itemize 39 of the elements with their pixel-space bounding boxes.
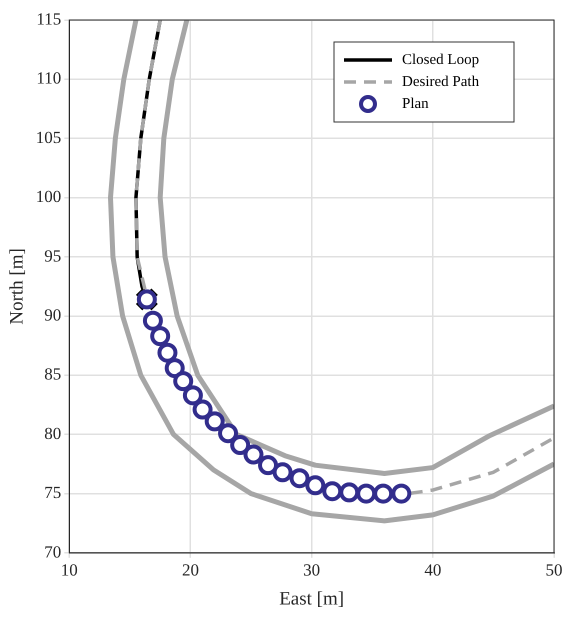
y-axis-title: North [m]: [6, 248, 28, 325]
point: [258, 455, 278, 476]
point: [272, 462, 293, 482]
point: [192, 400, 213, 420]
x-axis-title: East [m]: [279, 588, 344, 610]
legend-label: Plan: [402, 96, 430, 112]
point: [150, 326, 170, 346]
y-tick-label: 85: [44, 364, 62, 384]
point: [218, 423, 238, 444]
point: [142, 310, 163, 331]
x-tick-label: 40: [424, 560, 442, 580]
y-tick-label: 75: [44, 483, 62, 502]
y-tick-label: 100: [36, 187, 62, 206]
point: [356, 484, 376, 504]
x-tick-label: 50: [546, 560, 562, 580]
point: [290, 468, 310, 488]
legend-label: Closed Loop: [402, 52, 480, 68]
legend-label: Desired Path: [402, 74, 480, 90]
point: [230, 435, 250, 456]
point: [373, 484, 394, 504]
point: [204, 411, 225, 432]
y-tick-label: 80: [44, 424, 62, 443]
point: [391, 484, 412, 504]
y-tick-label: 90: [44, 305, 62, 324]
point: [243, 444, 264, 465]
point: [173, 371, 194, 392]
point: [339, 482, 360, 502]
y-tick-label: 95: [44, 246, 62, 266]
y-tick-label: 105: [36, 128, 62, 147]
y-tick-label: 115: [36, 9, 62, 28]
point: [322, 481, 342, 502]
y-tick-label: 110: [36, 68, 62, 88]
x-tick-label: 20: [182, 560, 199, 580]
x-tick-label: 30: [303, 560, 320, 580]
x-tick-label: 10: [60, 560, 78, 580]
point: [157, 342, 178, 363]
point: [305, 475, 326, 496]
point: [182, 385, 203, 406]
y-tick-label: 70: [44, 542, 62, 562]
